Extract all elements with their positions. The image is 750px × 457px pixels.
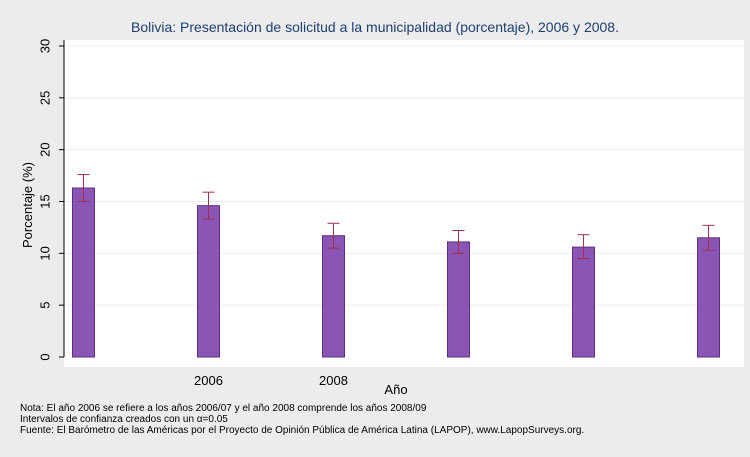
footnote-source: Fuente: El Barómetro de las Américas por… [20, 425, 584, 436]
y-tick-label: 5 [37, 302, 52, 309]
bar [72, 187, 95, 358]
y-tick-label: 25 [37, 91, 52, 105]
y-tick-label: 20 [37, 142, 52, 156]
footnote-note: Nota: El año 2006 se refiere a los años … [20, 403, 427, 414]
x-tick-label: 2006 [194, 373, 223, 388]
grid-lines [65, 45, 744, 306]
x-axis-tick-labels: 2006 2008 [194, 373, 348, 388]
y-axis-title: Porcentaje (%) [20, 162, 35, 248]
x-tick-label: 2008 [319, 373, 348, 388]
bars [72, 174, 720, 358]
y-tick-label: 30 [37, 39, 52, 53]
bar [197, 205, 220, 358]
bar [697, 237, 720, 358]
footnote-confidence: Intervalos de confianza creados con un α… [20, 414, 228, 425]
bar [572, 246, 595, 358]
bar [322, 235, 345, 358]
bar [447, 241, 470, 358]
plot-area [64, 40, 744, 367]
y-tick-label: 0 [37, 353, 52, 360]
y-axis-ticks: 0 5 10 15 20 25 30 [37, 39, 64, 361]
y-tick-label: 15 [37, 194, 52, 208]
chart-title: Bolivia: Presentación de solicitud a la … [131, 19, 619, 35]
y-tick-label: 10 [37, 246, 52, 260]
x-axis-title: Año [384, 382, 407, 397]
